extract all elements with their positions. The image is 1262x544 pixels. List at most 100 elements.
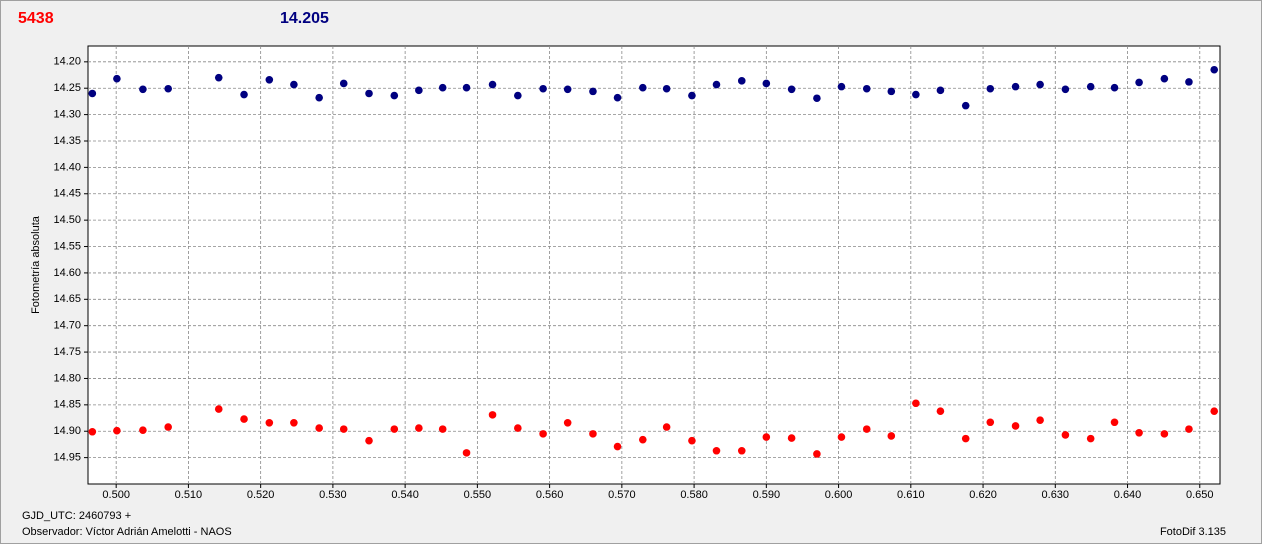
data-point <box>787 85 796 94</box>
x-tick-label: 0.590 <box>753 489 781 501</box>
y-tick-label: 14.75 <box>53 346 81 358</box>
x-tick-label: 0.640 <box>1114 489 1142 501</box>
data-point <box>539 84 547 93</box>
data-point <box>164 423 172 431</box>
data-point <box>961 101 970 110</box>
data-point <box>613 93 622 102</box>
data-point <box>390 91 399 100</box>
data-point <box>1110 418 1119 427</box>
data-point <box>589 430 597 438</box>
x-tick-label: 0.550 <box>464 489 492 501</box>
data-point <box>514 91 522 100</box>
data-point <box>936 407 945 415</box>
y-tick-label: 14.80 <box>53 372 81 384</box>
data-point <box>214 73 223 82</box>
data-point <box>613 442 622 451</box>
data-point <box>265 418 274 427</box>
x-tick-label: 0.570 <box>608 489 636 501</box>
y-tick-label: 14.55 <box>53 240 81 252</box>
data-point <box>862 84 871 93</box>
y-tick-label: 14.45 <box>53 188 81 200</box>
data-point <box>862 425 871 433</box>
data-point <box>1036 416 1044 424</box>
data-point <box>240 90 248 99</box>
data-point <box>1061 85 1070 94</box>
x-tick-label: 0.500 <box>102 489 130 501</box>
x-tick-label: 0.580 <box>680 489 708 501</box>
data-point <box>912 399 920 408</box>
data-point <box>339 425 348 433</box>
data-point <box>415 86 423 95</box>
data-point <box>1135 78 1143 87</box>
y-tick-label: 14.60 <box>53 267 81 279</box>
data-point <box>813 450 821 458</box>
data-point <box>737 446 746 455</box>
data-point <box>813 94 821 103</box>
data-point <box>88 427 97 436</box>
data-point <box>415 424 423 432</box>
data-point <box>290 418 298 427</box>
data-point <box>762 79 771 88</box>
y-tick-label: 14.90 <box>53 425 81 437</box>
data-point <box>315 424 323 432</box>
data-point <box>113 74 121 83</box>
data-point <box>240 415 248 423</box>
data-point <box>712 446 721 455</box>
data-point <box>1160 74 1169 83</box>
data-point <box>164 84 172 93</box>
data-point <box>139 426 147 434</box>
y-tick-label: 14.40 <box>53 161 81 173</box>
data-point <box>688 91 696 100</box>
data-point <box>837 82 846 91</box>
data-point <box>1086 82 1095 91</box>
data-point <box>365 89 373 98</box>
y-tick-label: 14.25 <box>53 82 81 94</box>
data-point <box>265 75 274 84</box>
x-tick-label: 0.650 <box>1186 489 1214 501</box>
data-point <box>1086 434 1095 443</box>
data-point <box>539 430 547 438</box>
data-point <box>1210 407 1219 415</box>
data-point <box>514 424 522 432</box>
data-point <box>563 85 572 94</box>
data-point <box>589 87 597 96</box>
data-point <box>762 433 771 441</box>
data-point <box>1036 80 1044 89</box>
y-tick-label: 14.35 <box>53 135 81 147</box>
star-id: 5438 <box>18 10 54 27</box>
data-point <box>462 83 471 92</box>
data-point <box>488 411 497 419</box>
y-tick-label: 14.20 <box>53 56 81 68</box>
y-tick-label: 14.70 <box>53 320 81 332</box>
data-point <box>639 83 647 92</box>
y-axis-label: Fotometría absoluta <box>30 215 42 314</box>
data-point <box>662 84 671 93</box>
y-tick-label: 14.85 <box>53 399 81 411</box>
data-point <box>737 77 746 85</box>
data-point <box>961 434 970 443</box>
data-point <box>1210 65 1219 74</box>
y-tick-label: 14.65 <box>53 293 81 305</box>
data-point <box>1011 422 1020 430</box>
data-point <box>837 433 846 441</box>
data-point <box>712 80 721 89</box>
data-point <box>462 449 471 457</box>
data-point <box>887 87 896 96</box>
x-tick-label: 0.530 <box>319 489 347 501</box>
data-point <box>1110 83 1119 92</box>
x-tick-label: 0.540 <box>391 489 419 501</box>
data-point <box>1011 82 1020 91</box>
x-tick-label: 0.630 <box>1042 489 1070 501</box>
data-point <box>912 90 920 99</box>
gjd-label: GJD_UTC: 2460793 + <box>22 510 131 522</box>
data-point <box>438 425 447 433</box>
data-point <box>113 426 121 435</box>
data-point <box>662 423 671 431</box>
data-point <box>139 85 147 94</box>
data-point <box>639 435 647 444</box>
data-point <box>438 83 447 92</box>
data-point <box>1061 431 1070 439</box>
data-point <box>787 434 796 442</box>
y-tick-label: 14.50 <box>53 214 81 226</box>
